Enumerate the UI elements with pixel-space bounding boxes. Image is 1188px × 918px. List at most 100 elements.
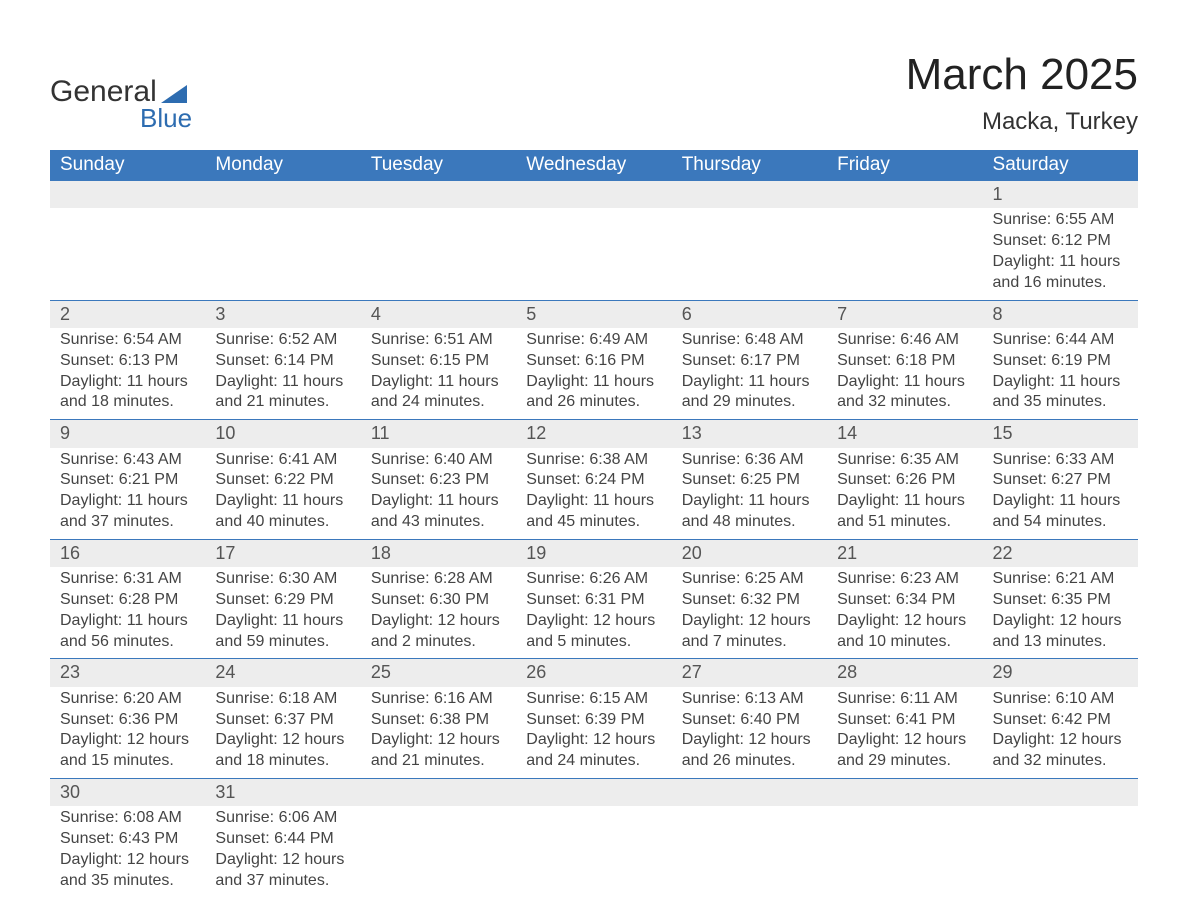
empty-cell [361, 806, 516, 897]
sunset-line: Sunset: 6:41 PM [837, 710, 972, 731]
empty-daynum [672, 181, 827, 209]
daylight-line: Daylight: 12 hours and 37 minutes. [215, 850, 350, 892]
day-cell: Sunrise: 6:49 AMSunset: 6:16 PMDaylight:… [516, 328, 671, 420]
empty-daynum [361, 181, 516, 209]
day-cell: Sunrise: 6:26 AMSunset: 6:31 PMDaylight:… [516, 567, 671, 659]
day-number: 8 [983, 300, 1138, 328]
sunrise-line: Sunrise: 6:15 AM [526, 689, 661, 710]
day-number-row: 9101112131415 [50, 420, 1138, 448]
sunset-line: Sunset: 6:35 PM [993, 590, 1128, 611]
sunrise-line: Sunrise: 6:52 AM [215, 330, 350, 351]
sunset-line: Sunset: 6:21 PM [60, 470, 195, 491]
sunrise-line: Sunrise: 6:18 AM [215, 689, 350, 710]
weekday-header: Friday [827, 150, 982, 181]
sunset-line: Sunset: 6:14 PM [215, 351, 350, 372]
daylight-line: Daylight: 12 hours and 35 minutes. [60, 850, 195, 892]
sunrise-line: Sunrise: 6:26 AM [526, 569, 661, 590]
sunset-line: Sunset: 6:26 PM [837, 470, 972, 491]
day-number: 14 [827, 420, 982, 448]
sunset-line: Sunset: 6:40 PM [682, 710, 817, 731]
sunrise-line: Sunrise: 6:11 AM [837, 689, 972, 710]
day-number: 7 [827, 300, 982, 328]
sunrise-line: Sunrise: 6:06 AM [215, 808, 350, 829]
day-number: 6 [672, 300, 827, 328]
day-number: 3 [205, 300, 360, 328]
month-title: March 2025 [906, 50, 1138, 100]
sunrise-line: Sunrise: 6:51 AM [371, 330, 506, 351]
sunrise-line: Sunrise: 6:13 AM [682, 689, 817, 710]
day-cell: Sunrise: 6:43 AMSunset: 6:21 PMDaylight:… [50, 448, 205, 540]
sunset-line: Sunset: 6:18 PM [837, 351, 972, 372]
day-number: 11 [361, 420, 516, 448]
daylight-line: Daylight: 12 hours and 21 minutes. [371, 730, 506, 772]
day-number-row: 3031 [50, 778, 1138, 806]
sunset-line: Sunset: 6:38 PM [371, 710, 506, 731]
day-cell: Sunrise: 6:48 AMSunset: 6:17 PMDaylight:… [672, 328, 827, 420]
day-number: 22 [983, 539, 1138, 567]
empty-cell [983, 806, 1138, 897]
sunrise-line: Sunrise: 6:30 AM [215, 569, 350, 590]
sunset-line: Sunset: 6:13 PM [60, 351, 195, 372]
daylight-line: Daylight: 11 hours and 29 minutes. [682, 372, 817, 414]
day-number: 17 [205, 539, 360, 567]
logo-text-blue: Blue [140, 103, 192, 134]
day-number: 27 [672, 659, 827, 687]
day-number: 21 [827, 539, 982, 567]
sunset-line: Sunset: 6:27 PM [993, 470, 1128, 491]
daylight-line: Daylight: 11 hours and 45 minutes. [526, 491, 661, 533]
sunrise-line: Sunrise: 6:48 AM [682, 330, 817, 351]
sunset-line: Sunset: 6:31 PM [526, 590, 661, 611]
day-cell: Sunrise: 6:28 AMSunset: 6:30 PMDaylight:… [361, 567, 516, 659]
daylight-line: Daylight: 12 hours and 24 minutes. [526, 730, 661, 772]
daylight-line: Daylight: 12 hours and 26 minutes. [682, 730, 817, 772]
sunrise-line: Sunrise: 6:21 AM [993, 569, 1128, 590]
day-number: 1 [983, 181, 1138, 209]
day-cell: Sunrise: 6:36 AMSunset: 6:25 PMDaylight:… [672, 448, 827, 540]
day-number: 19 [516, 539, 671, 567]
sunset-line: Sunset: 6:24 PM [526, 470, 661, 491]
day-number-row: 1 [50, 181, 1138, 209]
empty-cell [205, 208, 360, 300]
daylight-line: Daylight: 11 hours and 18 minutes. [60, 372, 195, 414]
header: General Blue March 2025 Macka, Turkey [50, 50, 1138, 136]
title-block: March 2025 Macka, Turkey [906, 50, 1138, 136]
day-cell: Sunrise: 6:06 AMSunset: 6:44 PMDaylight:… [205, 806, 360, 897]
sunrise-line: Sunrise: 6:43 AM [60, 450, 195, 471]
empty-daynum [983, 778, 1138, 806]
day-number: 4 [361, 300, 516, 328]
empty-daynum [50, 181, 205, 209]
sunrise-line: Sunrise: 6:20 AM [60, 689, 195, 710]
sunrise-line: Sunrise: 6:28 AM [371, 569, 506, 590]
day-number-row: 23242526272829 [50, 659, 1138, 687]
sunrise-line: Sunrise: 6:49 AM [526, 330, 661, 351]
daylight-line: Daylight: 12 hours and 18 minutes. [215, 730, 350, 772]
day-cell: Sunrise: 6:41 AMSunset: 6:22 PMDaylight:… [205, 448, 360, 540]
day-cell: Sunrise: 6:38 AMSunset: 6:24 PMDaylight:… [516, 448, 671, 540]
empty-daynum [827, 181, 982, 209]
sunrise-line: Sunrise: 6:16 AM [371, 689, 506, 710]
weekday-header: Monday [205, 150, 360, 181]
sunset-line: Sunset: 6:30 PM [371, 590, 506, 611]
daylight-line: Daylight: 11 hours and 48 minutes. [682, 491, 817, 533]
day-cell: Sunrise: 6:44 AMSunset: 6:19 PMDaylight:… [983, 328, 1138, 420]
sunset-line: Sunset: 6:15 PM [371, 351, 506, 372]
daylight-line: Daylight: 12 hours and 15 minutes. [60, 730, 195, 772]
sunset-line: Sunset: 6:43 PM [60, 829, 195, 850]
sunset-line: Sunset: 6:19 PM [993, 351, 1128, 372]
sunrise-line: Sunrise: 6:36 AM [682, 450, 817, 471]
day-cell: Sunrise: 6:46 AMSunset: 6:18 PMDaylight:… [827, 328, 982, 420]
sunrise-line: Sunrise: 6:55 AM [993, 210, 1128, 231]
daylight-line: Daylight: 11 hours and 59 minutes. [215, 611, 350, 653]
daylight-line: Daylight: 12 hours and 29 minutes. [837, 730, 972, 772]
day-cell: Sunrise: 6:21 AMSunset: 6:35 PMDaylight:… [983, 567, 1138, 659]
empty-daynum [827, 778, 982, 806]
weekday-header: Wednesday [516, 150, 671, 181]
day-number: 29 [983, 659, 1138, 687]
day-cell: Sunrise: 6:11 AMSunset: 6:41 PMDaylight:… [827, 687, 982, 779]
sunrise-line: Sunrise: 6:25 AM [682, 569, 817, 590]
sunset-line: Sunset: 6:37 PM [215, 710, 350, 731]
sunset-line: Sunset: 6:28 PM [60, 590, 195, 611]
sunrise-line: Sunrise: 6:35 AM [837, 450, 972, 471]
sunrise-line: Sunrise: 6:33 AM [993, 450, 1128, 471]
daylight-line: Daylight: 11 hours and 56 minutes. [60, 611, 195, 653]
